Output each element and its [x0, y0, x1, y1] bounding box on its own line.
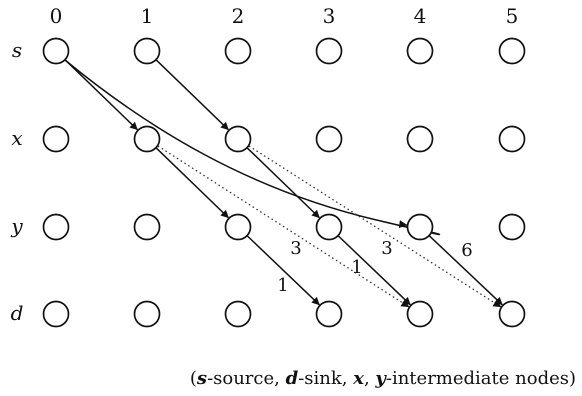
node-s-2: [224, 37, 252, 65]
node-y-5: [498, 213, 526, 241]
node-x-0: [42, 125, 70, 153]
caption-source: -source,: [207, 368, 286, 389]
node-y-3: [315, 213, 343, 241]
node-d-0: [42, 300, 70, 328]
node-x-2: [224, 125, 252, 153]
node-d-1: [133, 300, 161, 328]
node-s-3: [315, 37, 343, 65]
edge-s1-x2: [155, 59, 229, 131]
column-label-4: 4: [414, 4, 427, 28]
caption-y: y: [375, 368, 386, 389]
node-s-5: [498, 37, 526, 65]
column-label-5: 5: [506, 4, 519, 28]
caption-intermediate: -intermediate nodes): [385, 368, 576, 389]
caption-open: (: [189, 368, 197, 389]
row-label-y: y: [10, 214, 23, 238]
edge-y2-d3-weight: 1: [277, 275, 288, 296]
edge-y2-d3: [246, 235, 320, 306]
caption-x: x: [353, 368, 364, 389]
node-x-3: [315, 125, 343, 153]
row-label-d: d: [11, 301, 24, 325]
edge-y4-d5: [428, 235, 503, 306]
node-d-2: [224, 300, 252, 328]
edge-x1-d4-weight: 3: [290, 238, 301, 259]
node-x-4: [406, 125, 434, 153]
edge-y3-d4: [337, 235, 411, 306]
caption: (s-source, d-sink, x, y-intermediate nod…: [0, 368, 582, 389]
row-label-x: x: [11, 126, 22, 150]
edge-x2-d5: [248, 145, 502, 308]
node-d-5: [498, 300, 526, 328]
caption-s: s: [196, 368, 208, 389]
edge-x1-y2: [155, 147, 229, 219]
node-d-4: [406, 300, 434, 328]
column-label-3: 3: [323, 4, 336, 28]
node-d-3: [315, 300, 343, 328]
node-s-1: [133, 37, 161, 65]
edge-s0-y4: [64, 59, 441, 236]
column-label-0: 0: [50, 4, 63, 28]
node-y-4: [406, 213, 434, 241]
node-s-4: [406, 37, 434, 65]
column-label-1: 1: [141, 4, 154, 28]
node-y-2: [224, 213, 252, 241]
edge-s0-x1: [64, 59, 138, 131]
node-x-1: [133, 125, 161, 153]
node-y-1: [133, 213, 161, 241]
caption-comma: ,: [363, 368, 376, 389]
edge-y4-d5-weight: 6: [461, 240, 472, 261]
edge-y3-d4-weight: 1: [351, 257, 362, 278]
node-y-0: [42, 213, 70, 241]
caption-sink: -sink,: [298, 368, 354, 389]
edge-x2-d5-weight: 3: [381, 238, 392, 259]
node-s-0: [42, 37, 70, 65]
column-label-2: 2: [232, 4, 245, 28]
edge-x1-d4: [157, 145, 410, 308]
caption-d: d: [285, 368, 299, 389]
row-label-s: s: [12, 38, 22, 62]
edge-x2-y3: [246, 147, 320, 219]
node-x-5: [498, 125, 526, 153]
